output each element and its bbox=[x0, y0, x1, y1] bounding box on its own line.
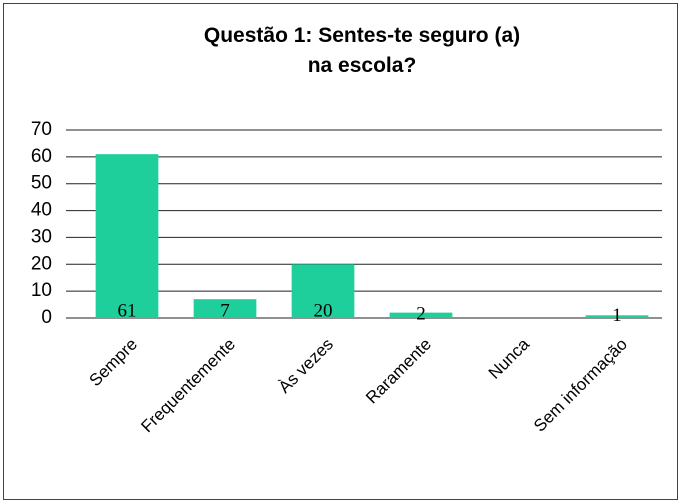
y-tick-label: 70 bbox=[31, 119, 52, 140]
y-tick-label: 30 bbox=[31, 226, 52, 247]
y-tick-label: 20 bbox=[31, 253, 52, 274]
y-tick-label: 0 bbox=[41, 307, 52, 328]
y-tick-label: 60 bbox=[31, 146, 52, 167]
bar bbox=[389, 312, 453, 318]
data-label: 61 bbox=[118, 300, 137, 321]
bar bbox=[585, 315, 649, 318]
y-tick-label: 50 bbox=[31, 173, 52, 194]
bar bbox=[193, 299, 257, 318]
bar bbox=[95, 154, 159, 318]
chart-title: Questão 1: Sentes-te seguro (a) na escola… bbox=[204, 24, 520, 77]
data-label: 1 bbox=[612, 305, 622, 326]
y-tick-label: 40 bbox=[31, 200, 52, 221]
data-label: 2 bbox=[416, 304, 426, 325]
data-label: 7 bbox=[220, 300, 230, 321]
data-label: 20 bbox=[314, 300, 333, 321]
bar bbox=[291, 264, 355, 318]
y-tick-label: 10 bbox=[31, 280, 52, 301]
